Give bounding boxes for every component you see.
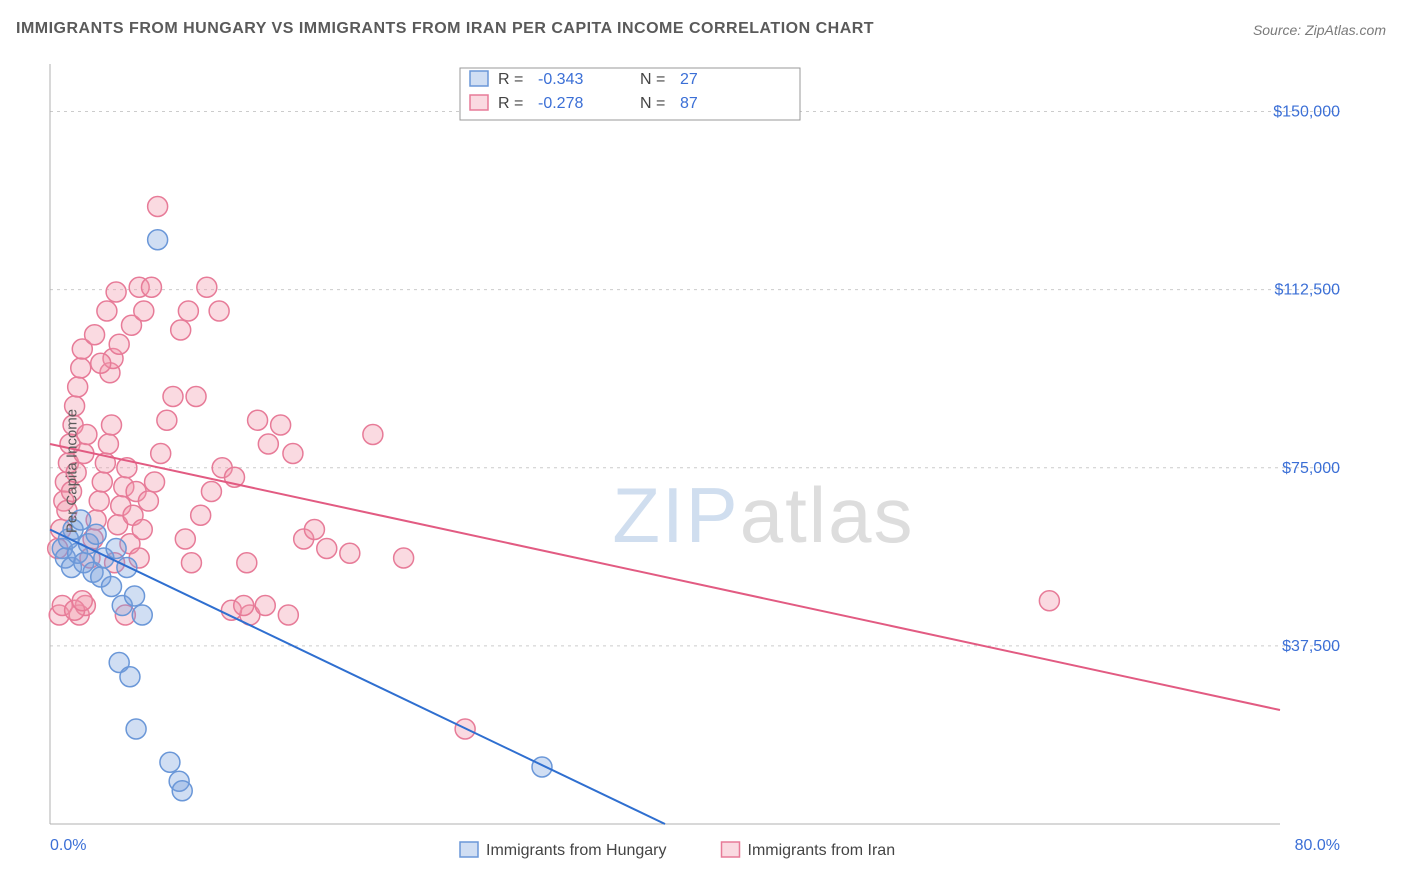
scatter-point [186, 387, 206, 407]
scatter-point [97, 301, 117, 321]
scatter-point [304, 520, 324, 540]
legend-n-value: 87 [680, 95, 698, 112]
scatter-point [98, 434, 118, 454]
scatter-point [89, 491, 109, 511]
scatter-point [151, 444, 171, 464]
scatter-point [209, 301, 229, 321]
legend-swatch [470, 71, 488, 86]
scatter-point [134, 301, 154, 321]
scatter-point [157, 410, 177, 430]
scatter-point [160, 752, 180, 772]
scatter-point [171, 320, 191, 340]
scatter-point [172, 781, 192, 801]
scatter-point [106, 282, 126, 302]
scatter-point [178, 301, 198, 321]
scatter-point [125, 586, 145, 606]
series-swatch [722, 842, 740, 857]
scatter-point [197, 277, 217, 297]
y-tick-label: $37,500 [1282, 638, 1340, 655]
scatter-point [132, 605, 152, 625]
y-tick-label: $150,000 [1273, 104, 1340, 121]
source-link[interactable]: ZipAtlas.com [1305, 22, 1386, 38]
scatter-point [258, 434, 278, 454]
scatter-point [191, 505, 211, 525]
scatter-point [175, 529, 195, 549]
legend-n-label: N = [640, 71, 665, 88]
series-label: Immigrants from Iran [748, 842, 896, 859]
scatter-point [145, 472, 165, 492]
scatter-point [248, 410, 268, 430]
scatter-point [363, 425, 383, 445]
series-label: Immigrants from Hungary [486, 842, 667, 859]
scatter-point [68, 377, 88, 397]
x-tick-min: 0.0% [50, 837, 86, 854]
series-swatch [460, 842, 478, 857]
scatter-point [106, 539, 126, 559]
scatter-point [163, 387, 183, 407]
scatter-point [72, 591, 92, 611]
scatter-point [102, 415, 122, 435]
source-label: Source: [1253, 22, 1301, 38]
scatter-point [317, 539, 337, 559]
y-axis-title: Per Capita Income [64, 409, 81, 533]
chart-title: IMMIGRANTS FROM HUNGARY VS IMMIGRANTS FR… [16, 20, 874, 38]
scatter-point [255, 596, 275, 616]
x-tick-max: 80.0% [1295, 837, 1340, 854]
scatter-point [283, 444, 303, 464]
scatter-point [71, 358, 91, 378]
scatter-point [181, 553, 201, 573]
trend-line [50, 530, 665, 825]
scatter-point [234, 596, 254, 616]
scatter-point [138, 491, 158, 511]
scatter-point [117, 558, 137, 578]
scatter-point [394, 548, 414, 568]
scatter-point [126, 719, 146, 739]
scatter-point [148, 197, 168, 217]
scatter-point [148, 230, 168, 250]
source-attribution: Source: ZipAtlas.com [1253, 22, 1386, 38]
scatter-point [141, 277, 161, 297]
trend-line [50, 444, 1280, 710]
scatter-point [102, 577, 122, 597]
y-tick-label: $112,500 [1274, 282, 1340, 299]
scatter-point [201, 482, 221, 502]
scatter-point [85, 325, 105, 345]
legend-swatch [470, 95, 488, 110]
scatter-point [532, 757, 552, 777]
scatter-point [109, 334, 129, 354]
scatter-chart: $37,500 $75,000 $112,500 $150,000 0.0% 80.0% R… [0, 50, 1406, 892]
legend-r-label: R = [498, 71, 523, 88]
chart-area: Per Capita Income ZIPatlas $37,500$75,00… [0, 50, 1406, 892]
scatter-point [132, 520, 152, 540]
scatter-point [91, 353, 111, 373]
legend-n-value: 27 [680, 71, 698, 88]
scatter-point [271, 415, 291, 435]
scatter-point [92, 472, 112, 492]
scatter-point [340, 543, 360, 563]
scatter-point [278, 605, 298, 625]
y-tick-label: $75,000 [1282, 460, 1340, 477]
legend-r-label: R = [498, 95, 523, 112]
scatter-point [1039, 591, 1059, 611]
scatter-point [86, 524, 106, 544]
legend-n-label: N = [640, 95, 665, 112]
legend-r-value: -0.278 [538, 95, 583, 112]
scatter-point [237, 553, 257, 573]
legend-r-value: -0.343 [538, 71, 583, 88]
scatter-point [120, 667, 140, 687]
chart-container: IMMIGRANTS FROM HUNGARY VS IMMIGRANTS FR… [0, 0, 1406, 892]
